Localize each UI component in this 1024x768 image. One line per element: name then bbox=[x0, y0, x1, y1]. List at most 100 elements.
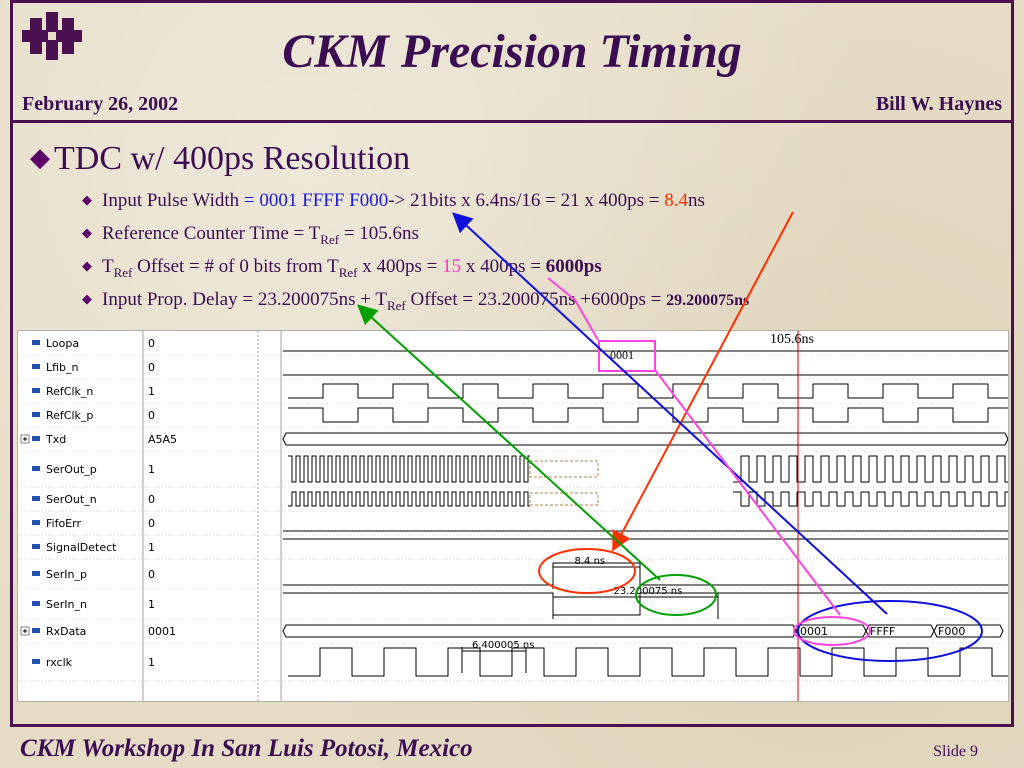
signal-name: SerOut_n bbox=[46, 493, 97, 506]
waveform-svg: Loopa 0 Lfib_n 0 RefClk_n 1 RefClk_p 0 Txd A5A5 Se… bbox=[18, 331, 1008, 701]
diamond-bullet-icon: ◆ bbox=[82, 258, 92, 273]
waveform-trace bbox=[288, 455, 530, 483]
bullet-text: Reference Counter Time = T bbox=[102, 223, 321, 244]
input-pin-icon bbox=[32, 364, 40, 369]
diamond-bullet-icon: ◆ bbox=[82, 192, 92, 207]
signal-name: SerIn_p bbox=[46, 568, 87, 581]
waveform-trace bbox=[288, 647, 1008, 677]
ref-box-label: 0001 bbox=[610, 348, 634, 362]
signal-name: Loopa bbox=[46, 337, 79, 350]
rxdata-ellipse bbox=[797, 600, 983, 662]
rxdata-pink-ellipse bbox=[793, 616, 871, 646]
wire-icon bbox=[32, 340, 40, 345]
signal-value: 0 bbox=[148, 409, 155, 422]
bullet-input-pulse-width: ◆ Input Pulse Width = 0001 FFFF F000-> 21… bbox=[82, 190, 705, 212]
bullet-bold-value: 6000ps bbox=[545, 256, 602, 277]
signal-name: SerOut_p bbox=[46, 463, 97, 476]
main-heading: TDC w/ 400ps Resolution bbox=[54, 140, 411, 177]
waveform-gap bbox=[529, 492, 599, 506]
subscript: Ref bbox=[320, 231, 340, 247]
signal-name: Txd bbox=[45, 433, 66, 446]
signal-name: FifoErr bbox=[46, 517, 81, 530]
signal-value: 0 bbox=[148, 361, 155, 374]
bus-segment bbox=[282, 432, 1008, 446]
bullet-text: = 105.6ns bbox=[339, 223, 419, 244]
bullet-text: -> 21bits x 6.4ns/16 = 21 x 400ps = bbox=[388, 190, 665, 211]
bus-value: FFFF bbox=[870, 625, 895, 638]
wire-icon bbox=[32, 436, 40, 441]
bullet-text: Input Prop. Delay = 23.200075ns + T bbox=[102, 289, 387, 310]
waveform-trace bbox=[733, 455, 1008, 483]
diamond-bullet-icon: ◆ bbox=[30, 143, 50, 172]
subscript: Ref bbox=[386, 297, 406, 313]
signal-value: 1 bbox=[148, 385, 155, 398]
subscript: Ref bbox=[113, 264, 133, 280]
signal-name: Lfib_n bbox=[46, 361, 79, 374]
waveform-gap bbox=[529, 460, 599, 478]
bullet-highlight-value: 15 bbox=[442, 256, 462, 277]
signal-value: 1 bbox=[148, 598, 155, 611]
signal-value: 0001 bbox=[148, 625, 176, 638]
bus-value: F000 bbox=[938, 625, 965, 638]
diamond-bullet-icon: ◆ bbox=[82, 291, 92, 306]
footer-divider bbox=[10, 724, 1014, 727]
signal-name: rxclk bbox=[46, 656, 73, 669]
bus-segment bbox=[865, 624, 935, 638]
cursor-time-label: 105.6ns bbox=[770, 332, 814, 347]
signal-name: RefClk_n bbox=[46, 385, 93, 398]
wire-icon bbox=[32, 544, 40, 549]
wire-icon bbox=[32, 628, 40, 633]
signal-value: 0 bbox=[148, 517, 155, 530]
bullet-text: x 400ps = bbox=[357, 256, 443, 277]
slide-date: February 26, 2002 bbox=[22, 93, 179, 115]
diamond-bullet-icon: ◆ bbox=[82, 225, 92, 240]
signal-value: 0 bbox=[148, 337, 155, 350]
header-divider bbox=[10, 120, 1014, 123]
bullet-reference-counter: ◆ Reference Counter Time = TRef = 105.6ns bbox=[82, 223, 419, 248]
signal-value: 0 bbox=[148, 493, 155, 506]
signal-name: RxData bbox=[46, 625, 86, 638]
waveform-trace bbox=[288, 407, 1008, 423]
waveform-trace bbox=[288, 383, 1008, 399]
wire-icon bbox=[32, 571, 40, 576]
signal-name: RefClk_p bbox=[46, 409, 93, 422]
wire-icon bbox=[32, 496, 40, 501]
top-border bbox=[10, 0, 1014, 3]
signal-value: 0 bbox=[148, 568, 155, 581]
footer-event: CKM Workshop In San Luis Potosi, Mexico bbox=[20, 735, 473, 762]
signal-name: SignalDetect bbox=[46, 541, 117, 554]
bus-segment bbox=[795, 624, 867, 638]
waveform-trace bbox=[288, 491, 530, 507]
signal-name: SerIn_n bbox=[46, 598, 87, 611]
slide-number: Slide 9 bbox=[933, 743, 978, 760]
bus-segment bbox=[933, 624, 1004, 638]
wire-icon bbox=[32, 388, 40, 393]
subscript: Ref bbox=[338, 264, 358, 280]
bullet-prop-delay: ◆ Input Prop. Delay = 23.200075ns + TRef … bbox=[82, 289, 749, 314]
wire-icon bbox=[32, 466, 40, 471]
wire-icon bbox=[32, 601, 40, 606]
signal-value: 1 bbox=[148, 656, 155, 669]
bullet-hex-value: = 0001 FFFF F000 bbox=[243, 190, 389, 211]
signal-value: A5A5 bbox=[148, 433, 177, 446]
signal-value: 1 bbox=[148, 463, 155, 476]
bus-segment bbox=[282, 624, 797, 638]
wire-icon bbox=[32, 520, 40, 525]
bullet-text: T bbox=[102, 256, 114, 277]
fermilab-logo-icon bbox=[22, 12, 82, 60]
bullet-text: x 400ps = bbox=[461, 256, 546, 277]
clk-period-label: 6.400005 ns bbox=[472, 640, 534, 651]
main-bullet: ◆ TDC w/ 400ps Resolution bbox=[30, 140, 410, 178]
signal-value: 1 bbox=[148, 541, 155, 554]
slide-author: Bill W. Haynes bbox=[875, 93, 1002, 115]
bullet-bold-value: 29.200075ns bbox=[666, 292, 750, 309]
waveform-viewer[interactable]: Loopa 0 Lfib_n 0 RefClk_n 1 RefClk_p 0 Txd A5A5 Se… bbox=[17, 330, 1009, 702]
bullet-text: Input Pulse Width bbox=[102, 190, 244, 211]
pulse-width-label: 8.4 ns bbox=[575, 556, 606, 567]
slide-title: CKM Precision Timing bbox=[282, 25, 742, 78]
bus-value: 0001 bbox=[800, 625, 828, 638]
wire-icon bbox=[32, 659, 40, 664]
prop-delay-label: 23.200075 ns bbox=[614, 586, 683, 597]
bullet-text: Offset = 23.200075ns +6000ps = bbox=[405, 289, 667, 310]
bullet-highlight-value: 8.4 bbox=[664, 190, 688, 211]
